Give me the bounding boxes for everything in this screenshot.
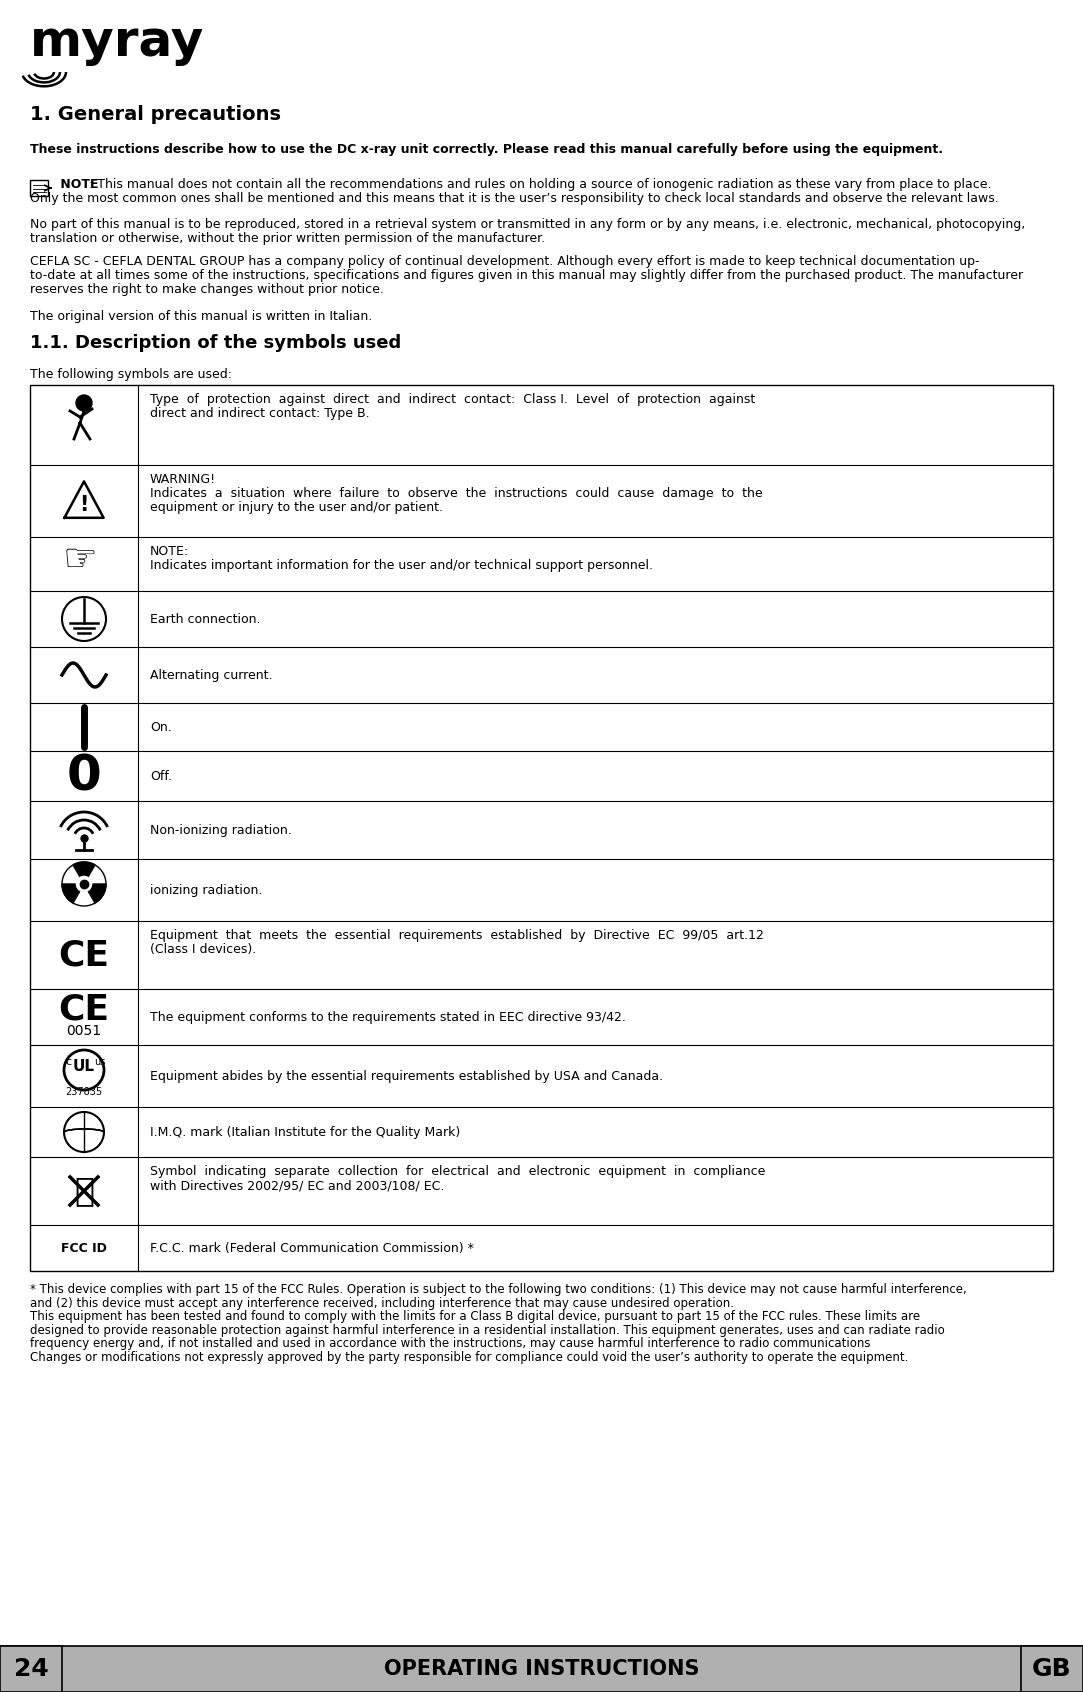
Text: to-date at all times some of the instructions, specifications and figures given : to-date at all times some of the instruc… [30, 269, 1023, 283]
Text: The following symbols are used:: The following symbols are used: [30, 367, 232, 381]
Text: On.: On. [151, 721, 172, 734]
Text: I.M.Q. mark (Italian Institute for the Quality Mark): I.M.Q. mark (Italian Institute for the Q… [151, 1125, 460, 1139]
Text: 1.1. Description of the symbols used: 1.1. Description of the symbols used [30, 333, 401, 352]
Text: reserves the right to make changes without prior notice.: reserves the right to make changes witho… [30, 283, 383, 296]
Text: Alternating current.: Alternating current. [151, 668, 273, 682]
Polygon shape [64, 482, 104, 518]
Text: 0: 0 [67, 751, 102, 800]
Text: Equipment abides by the essential requirements established by USA and Canada.: Equipment abides by the essential requir… [151, 1069, 663, 1083]
Text: myray: myray [30, 19, 205, 66]
Text: * This device complies with part 15 of the FCC Rules. Operation is subject to th: * This device complies with part 15 of t… [30, 1283, 967, 1296]
Text: This equipment has been tested and found to comply with the limits for a Class B: This equipment has been tested and found… [30, 1310, 921, 1323]
Text: Only the most common ones shall be mentioned and this means that it is the user’: Only the most common ones shall be menti… [30, 191, 999, 205]
Text: CE: CE [58, 992, 109, 1025]
Text: CE: CE [58, 937, 109, 971]
Bar [0, 1646, 62, 1692]
Bar [1021, 1646, 1083, 1692]
FancyBboxPatch shape [30, 179, 48, 196]
Text: Earth connection.: Earth connection. [151, 613, 261, 626]
Text: Changes or modifications not expressly approved by the party responsible for com: Changes or modifications not expressly a… [30, 1350, 909, 1364]
Text: NOTE:: NOTE: [151, 545, 190, 558]
Bar [30, 386, 1053, 1271]
Text: Off.: Off. [151, 770, 172, 782]
Text: us: us [94, 1058, 106, 1068]
Circle shape [76, 394, 92, 411]
Text: OPERATING INSTRUCTIONS: OPERATING INSTRUCTIONS [383, 1658, 700, 1678]
Wedge shape [73, 861, 95, 876]
Text: ☞: ☞ [63, 541, 97, 579]
Wedge shape [89, 883, 106, 904]
Wedge shape [62, 883, 79, 904]
Text: direct and indirect contact: Type B.: direct and indirect contact: Type B. [151, 408, 369, 420]
Text: equipment or injury to the user and/or patient.: equipment or injury to the user and/or p… [151, 501, 443, 514]
Text: Non-ionizing radiation.: Non-ionizing radiation. [151, 824, 291, 836]
Text: GB: GB [1032, 1656, 1072, 1680]
Text: translation or otherwise, without the prior written permission of the manufactur: translation or otherwise, without the pr… [30, 232, 545, 245]
Text: !: ! [79, 496, 89, 514]
Bar [0, 1646, 1083, 1692]
Text: 237835: 237835 [65, 1086, 103, 1096]
Text: The original version of this manual is written in Italian.: The original version of this manual is w… [30, 310, 373, 323]
Text: and (2) this device must accept any interference received, including interferenc: and (2) this device must accept any inte… [30, 1296, 734, 1310]
Text: UL: UL [73, 1059, 95, 1073]
Text: frequency energy and, if not installed and used in accordance with the instructi: frequency energy and, if not installed a… [30, 1337, 871, 1350]
Text: NOTE: NOTE [56, 178, 99, 191]
Text: designed to provide reasonable protection against harmful interference in a resi: designed to provide reasonable protectio… [30, 1323, 944, 1337]
Text: CEFLA SC - CEFLA DENTAL GROUP has a company policy of continual development. Alt: CEFLA SC - CEFLA DENTAL GROUP has a comp… [30, 255, 979, 267]
Text: Indicates important information for the user and/or technical support personnel.: Indicates important information for the … [151, 558, 653, 572]
Text: The equipment conforms to the requirements stated in EEC directive 93/42.: The equipment conforms to the requiremen… [151, 1010, 626, 1024]
Text: (Class I devices).: (Class I devices). [151, 942, 257, 956]
Text: These instructions describe how to use the DC x-ray unit correctly. Please read : These instructions describe how to use t… [30, 144, 943, 156]
Text: Indicates  a  situation  where  failure  to  observe  the  instructions  could  : Indicates a situation where failure to o… [151, 487, 762, 501]
Text: F.C.C. mark (Federal Communication Commission) *: F.C.C. mark (Federal Communication Commi… [151, 1242, 474, 1254]
Text: 1. General precautions: 1. General precautions [30, 105, 280, 124]
Text: Symbol  indicating  separate  collection  for  electrical  and  electronic  equi: Symbol indicating separate collection fo… [151, 1166, 766, 1178]
Text: 0051: 0051 [66, 1024, 102, 1037]
Text: 24: 24 [14, 1656, 49, 1680]
Text: Type  of  protection  against  direct  and  indirect  contact:  Class I.  Level : Type of protection against direct and in… [151, 393, 755, 406]
Text: c: c [65, 1058, 71, 1068]
Text: No part of this manual is to be reproduced, stored in a retrieval system or tran: No part of this manual is to be reproduc… [30, 218, 1026, 232]
Text: WARNING!: WARNING! [151, 474, 217, 486]
Text: with Directives 2002/95/ EC and 2003/108/ EC.: with Directives 2002/95/ EC and 2003/108… [151, 1179, 444, 1191]
Text: 🗑: 🗑 [74, 1174, 94, 1208]
Text: : This manual does not contain all the recommendations and rules on holding a so: : This manual does not contain all the r… [89, 178, 992, 191]
Text: FCC ID: FCC ID [61, 1242, 107, 1254]
Text: ionizing radiation.: ionizing radiation. [151, 883, 262, 897]
Text: Equipment  that  meets  the  essential  requirements  established  by  Directive: Equipment that meets the essential requi… [151, 929, 764, 942]
